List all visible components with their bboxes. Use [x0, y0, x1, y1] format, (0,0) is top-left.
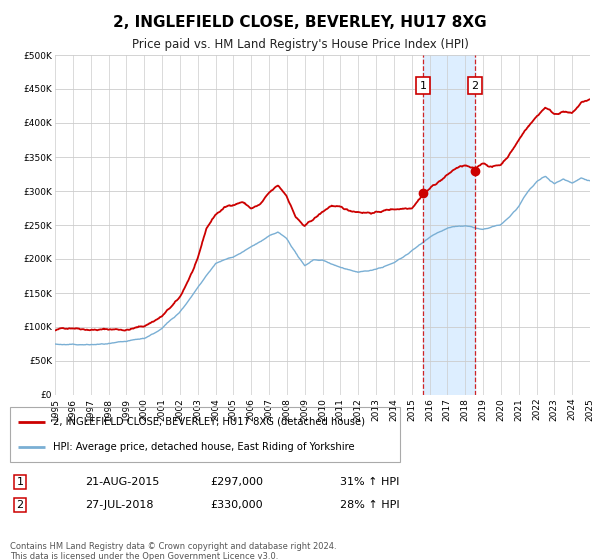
Text: £330,000: £330,000: [210, 500, 263, 510]
Text: 2: 2: [16, 500, 23, 510]
Text: HPI: Average price, detached house, East Riding of Yorkshire: HPI: Average price, detached house, East…: [53, 442, 355, 452]
Text: 27-JUL-2018: 27-JUL-2018: [85, 500, 154, 510]
Text: 2: 2: [472, 81, 479, 91]
Text: 31% ↑ HPI: 31% ↑ HPI: [340, 477, 400, 487]
Text: 28% ↑ HPI: 28% ↑ HPI: [340, 500, 400, 510]
Text: £297,000: £297,000: [210, 477, 263, 487]
Text: 2, INGLEFIELD CLOSE, BEVERLEY, HU17 8XG: 2, INGLEFIELD CLOSE, BEVERLEY, HU17 8XG: [113, 15, 487, 30]
Text: 2, INGLEFIELD CLOSE, BEVERLEY, HU17 8XG (detached house): 2, INGLEFIELD CLOSE, BEVERLEY, HU17 8XG …: [53, 417, 365, 427]
Bar: [423, 55, 475, 395]
Text: Price paid vs. HM Land Registry's House Price Index (HPI): Price paid vs. HM Land Registry's House …: [131, 38, 469, 51]
Text: 1: 1: [419, 81, 427, 91]
Text: 1: 1: [17, 477, 23, 487]
Text: Contains HM Land Registry data © Crown copyright and database right 2024.
This d: Contains HM Land Registry data © Crown c…: [10, 542, 337, 560]
Text: 21-AUG-2015: 21-AUG-2015: [85, 477, 160, 487]
